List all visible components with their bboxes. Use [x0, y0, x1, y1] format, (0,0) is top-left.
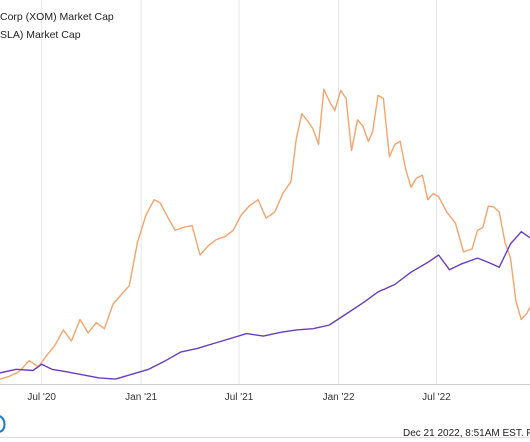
x-tick-label-1: Jan '21 [125, 392, 157, 403]
x-tick-label-0: Jul '20 [27, 392, 56, 403]
x-tick-label-4: Jul '22 [422, 392, 451, 403]
legend-label-series-1: SLA) Market Cap [0, 29, 81, 41]
series-layer [0, 88, 530, 380]
x-tick-label-3: Jan '22 [323, 392, 355, 403]
x-tick-label-2: Jul '21 [225, 392, 254, 403]
vertical-gridlines [41, 0, 437, 384]
series-line-0 [0, 88, 530, 380]
legend: Corp (XOM) Market Cap SLA) Market Cap [0, 11, 114, 41]
x-tick-labels: Jul '20 Jan '21 Jul '21 Jan '22 Jul '22 [27, 392, 451, 403]
series-line-1 [0, 231, 530, 380]
footer-timestamp: Dec 21 2022, 8:51AM EST. Powered [403, 428, 530, 439]
watermark-logo [0, 415, 6, 433]
legend-label-series-0: Corp (XOM) Market Cap [0, 11, 114, 23]
